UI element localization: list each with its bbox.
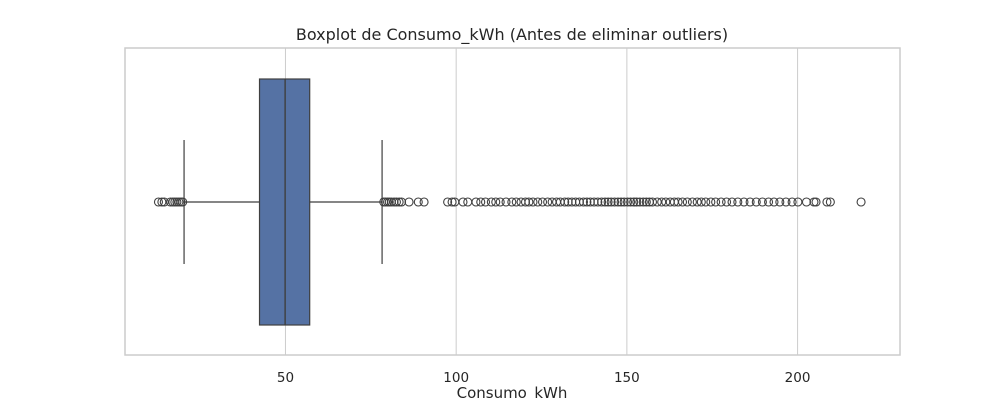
outlier-point-29: [480, 197, 491, 207]
outlier-point-85: [706, 197, 716, 207]
outlier-point-97: [775, 197, 785, 207]
outlier-point-41: [537, 197, 548, 207]
outlier-point-65: [626, 197, 636, 207]
outlier-point-61: [613, 197, 623, 207]
plot-frame: [124, 47, 901, 356]
outlier-point-78: [673, 197, 683, 207]
outlier-point-105: [825, 197, 835, 207]
outlier-point-60: [610, 197, 620, 207]
outlier-point-92: [745, 197, 755, 207]
outlier-point-104: [822, 197, 832, 207]
outlier-point-22: [443, 197, 453, 207]
outlier-point-20: [413, 197, 423, 207]
outlier-point-35: [511, 197, 521, 207]
outlier-point-81: [687, 197, 697, 207]
x-tick-labels: 50 100 150 200: [277, 370, 811, 386]
outlier-point-83: [696, 197, 706, 207]
outlier-point-26: [463, 197, 473, 207]
outlier-point-84: [701, 197, 711, 207]
outlier-point-58: [603, 197, 613, 207]
outlier-point-79: [677, 197, 688, 207]
outlier-point-42: [543, 197, 553, 207]
outlier-points: [153, 197, 866, 207]
x-tick-label-50: 50: [277, 370, 294, 386]
outlier-point-21: [419, 197, 429, 207]
outlier-point-32: [495, 197, 505, 207]
outlier-point-90: [733, 197, 743, 207]
outlier-point-64: [623, 197, 633, 207]
outlier-point-72: [647, 197, 658, 207]
box-group: [183, 78, 383, 326]
x-axis-label: Consumo_kWh: [457, 384, 568, 400]
outlier-point-46: [560, 197, 570, 207]
outlier-point-93: [751, 197, 761, 207]
outlier-point-68: [635, 197, 645, 207]
outlier-point-28: [476, 197, 486, 207]
outlier-point-57: [600, 197, 610, 207]
outlier-point-70: [641, 197, 651, 207]
outlier-point-106: [856, 197, 866, 207]
outlier-point-62: [616, 197, 626, 207]
outlier-point-69: [638, 197, 648, 207]
outlier-point-23: [447, 197, 457, 207]
outlier-point-16: [391, 197, 401, 207]
outlier-point-95: [764, 197, 774, 207]
outlier-point-9: [178, 197, 188, 207]
outlier-point-63: [619, 197, 629, 207]
outlier-point-98: [781, 197, 791, 207]
outlier-point-0: [153, 197, 164, 207]
x-tick-label-100: 100: [443, 370, 469, 386]
outlier-point-56: [597, 197, 607, 207]
outlier-point-25: [458, 197, 468, 207]
outlier-point-51: [578, 197, 589, 207]
outlier-point-27: [471, 197, 481, 207]
outlier-point-34: [507, 197, 517, 207]
outlier-point-86: [711, 197, 721, 207]
outlier-point-99: [787, 197, 797, 207]
outlier-point-96: [769, 197, 779, 207]
outlier-point-52: [582, 197, 592, 207]
outlier-point-33: [501, 197, 511, 207]
x-tick-label-150: 150: [614, 370, 640, 386]
outlier-point-59: [606, 197, 616, 207]
outlier-point-66: [629, 197, 639, 207]
outlier-point-17: [394, 197, 404, 207]
outlier-point-101: [801, 197, 812, 207]
outlier-point-19: [404, 197, 414, 207]
outlier-point-103: [811, 197, 821, 207]
outlier-point-80: [682, 197, 692, 207]
outlier-point-67: [632, 197, 642, 207]
outlier-point-30: [486, 197, 496, 207]
outlier-point-89: [727, 197, 737, 207]
outlier-point-91: [739, 197, 749, 207]
outlier-point-39: [528, 197, 538, 207]
x-tick-label-200: 200: [785, 370, 811, 386]
outlier-point-38: [524, 197, 534, 207]
chart-title: Boxplot de Consumo_kWh (Antes de elimina…: [296, 25, 728, 45]
outlier-point-31: [491, 197, 501, 207]
outlier-point-94: [757, 197, 767, 207]
outlier-point-87: [716, 197, 726, 207]
outlier-point-88: [722, 197, 732, 207]
outlier-point-55: [593, 197, 603, 207]
outlier-point-40: [533, 197, 543, 207]
